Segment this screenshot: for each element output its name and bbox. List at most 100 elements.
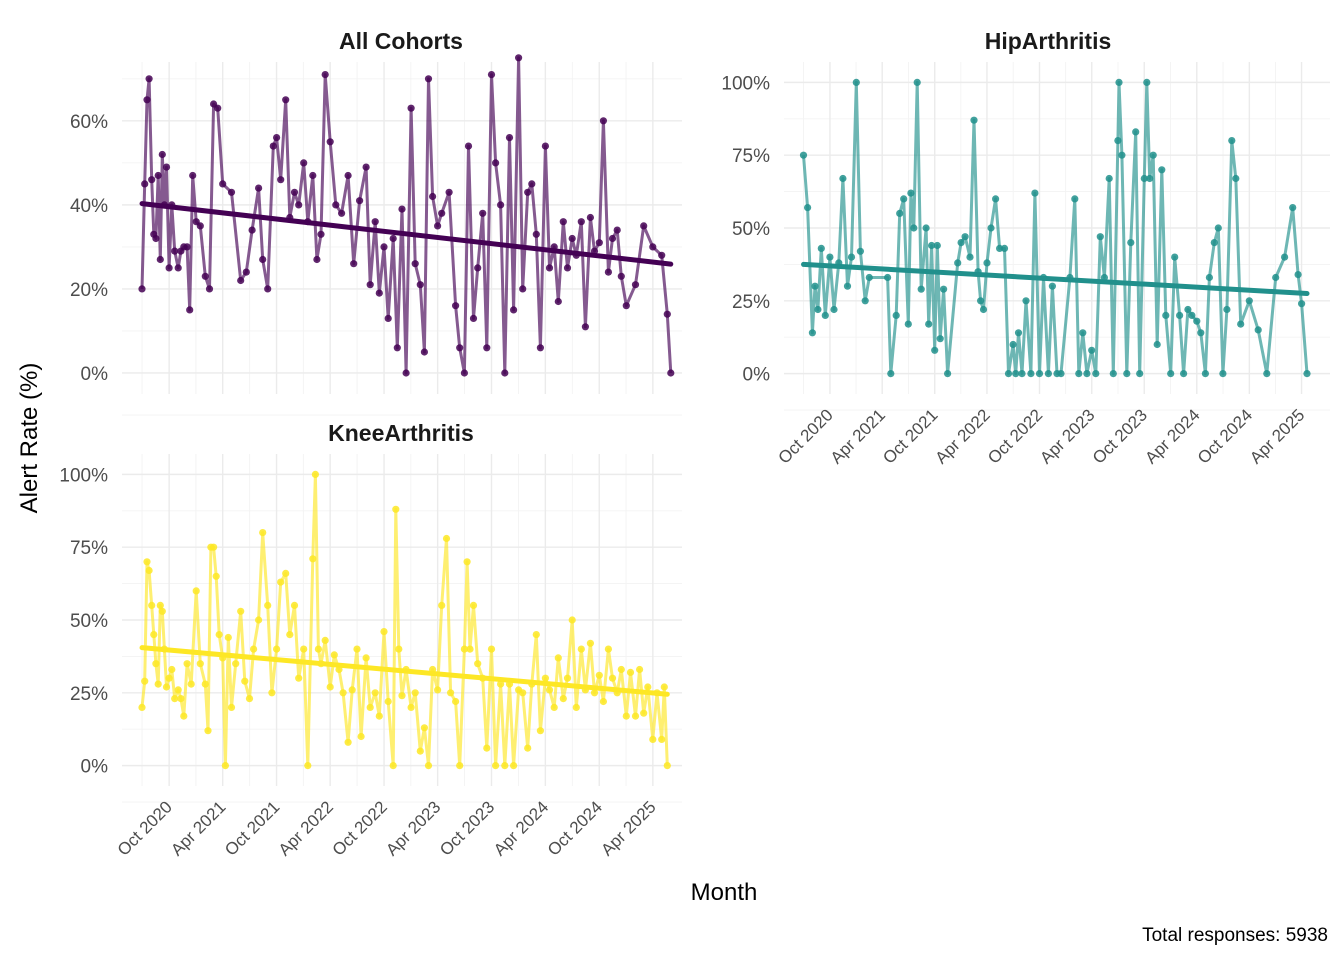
data-point (509, 762, 518, 770)
data-point (380, 243, 388, 251)
data-point (492, 762, 500, 770)
data-point (814, 305, 822, 314)
data-point (865, 273, 873, 282)
data-point (269, 142, 277, 150)
x-tick-label: Oct 2021 (221, 797, 283, 859)
data-point (640, 222, 648, 230)
data-point (338, 209, 346, 217)
data-point (1079, 329, 1087, 337)
data-point (183, 243, 191, 251)
data-point (290, 601, 299, 610)
data-point (242, 268, 250, 276)
data-point (922, 224, 930, 232)
data-point (590, 689, 599, 697)
data-point (1193, 317, 1201, 325)
data-point (1022, 297, 1030, 305)
data-point (1214, 224, 1222, 232)
data-point (599, 697, 608, 706)
data-point (424, 75, 433, 83)
data-point (907, 189, 915, 197)
data-point (940, 285, 948, 293)
data-point (961, 233, 969, 241)
data-point (350, 260, 358, 268)
data-point (248, 226, 256, 234)
data-point (321, 636, 329, 645)
data-point (392, 505, 400, 513)
data-point (152, 234, 160, 243)
data-point (1298, 300, 1306, 308)
data-point (201, 272, 209, 280)
data-point (250, 645, 258, 653)
data-point (1027, 370, 1035, 378)
data-point (438, 209, 446, 217)
data-point (1197, 329, 1205, 337)
x-tick-label: Apr 2022 (275, 797, 337, 859)
data-point (309, 555, 317, 563)
data-point (501, 369, 509, 377)
data-point (936, 335, 944, 343)
y-axis-title: Alert Rate (%) (16, 363, 43, 514)
data-point (398, 205, 406, 213)
data-point (910, 224, 918, 232)
data-point (295, 201, 303, 209)
data-point (456, 344, 464, 352)
y-tick-label: 25% (732, 292, 770, 313)
data-point (380, 628, 388, 636)
data-point (626, 668, 635, 677)
data-point (362, 163, 370, 171)
data-point (1088, 346, 1096, 354)
y-tick-label: 50% (732, 219, 770, 240)
data-point (356, 197, 364, 205)
data-point (1012, 370, 1020, 378)
data-point (617, 272, 625, 280)
data-point (917, 285, 925, 293)
data-point (212, 572, 220, 580)
data-point (148, 176, 156, 184)
data-point (362, 654, 370, 662)
data-point (219, 180, 227, 188)
data-point (366, 703, 374, 712)
data-point (1109, 370, 1117, 378)
data-point (519, 689, 527, 697)
data-point (187, 680, 195, 688)
data-point (1171, 253, 1179, 261)
data-point (884, 273, 892, 282)
data-point (237, 276, 245, 285)
data-point (353, 645, 361, 653)
data-point (339, 689, 347, 697)
y-tick-label: 0% (81, 757, 109, 778)
data-point (174, 686, 182, 694)
y-tick-label: 100% (59, 465, 108, 486)
y-tick-label: 40% (70, 196, 108, 217)
data-point (245, 695, 254, 703)
data-point (452, 697, 460, 706)
data-point (344, 738, 352, 746)
data-point (977, 297, 985, 305)
data-point (1223, 305, 1231, 314)
data-point (487, 71, 496, 79)
data-point (1044, 370, 1052, 378)
y-tick-label: 60% (70, 112, 108, 133)
data-point (420, 724, 428, 732)
data-point (1303, 370, 1311, 378)
x-tick-label: Oct 2021 (879, 405, 941, 467)
data-point (595, 239, 603, 247)
data-point (913, 78, 921, 86)
data-point (660, 683, 668, 691)
data-point (608, 674, 617, 682)
caption: Total responses: 5938 (1142, 925, 1328, 946)
y-tick-label: 25% (70, 684, 108, 705)
data-point (183, 660, 191, 668)
data-point (141, 677, 149, 685)
data-point (168, 665, 176, 674)
data-point (180, 712, 188, 720)
data-point (658, 735, 666, 744)
data-point (447, 689, 455, 697)
data-point (1057, 370, 1065, 378)
data-point (904, 320, 912, 328)
data-point (586, 639, 595, 647)
data-point (156, 255, 164, 264)
data-point (304, 762, 312, 770)
data-point (1272, 273, 1280, 282)
